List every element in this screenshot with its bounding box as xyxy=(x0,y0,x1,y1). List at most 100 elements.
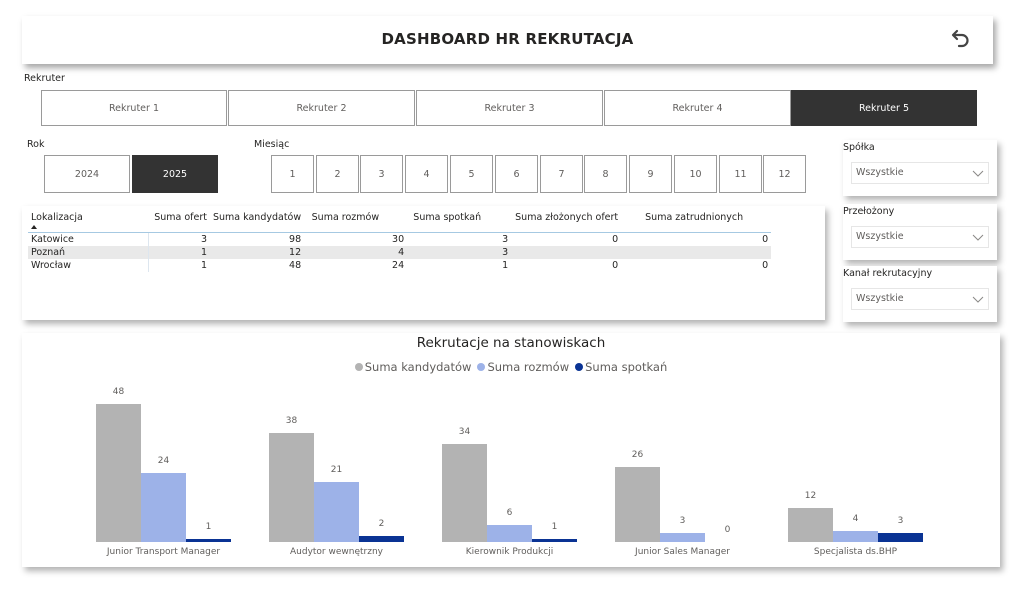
category-axis-label: Specjalista ds.BHP xyxy=(813,547,898,557)
cell-suma-zlozonych-ofert: 0 xyxy=(612,233,619,245)
column-header-suma-spotkan[interactable]: Suma spotkań xyxy=(407,210,512,233)
kanal-rekrutacyjny-value: Wszystkie xyxy=(856,293,904,304)
month-button-12[interactable]: 12 xyxy=(763,155,806,193)
month-button-4[interactable]: 4 xyxy=(405,155,448,193)
cell-suma-rozmow: 24 xyxy=(392,259,405,271)
table-row[interactable]: Poznań 1 12 4 3 xyxy=(28,245,772,259)
bar[interactable] xyxy=(186,539,231,542)
legend-dot-icon xyxy=(477,363,486,371)
legend-dot-icon xyxy=(354,363,363,371)
przelozony-dropdown[interactable]: Wszystkie xyxy=(851,226,989,248)
legend-item-suma-rozmow[interactable]: Suma rozmów xyxy=(477,360,569,374)
month-button-2[interactable]: 2 xyxy=(316,155,359,193)
kanal-rekrutacyjny-label: Kanał rekrutacyjny xyxy=(843,268,933,279)
cell-lokalizacja: Wrocław xyxy=(28,258,149,272)
bar-value-label: 48 xyxy=(112,387,125,397)
category-axis-label: Junior Sales Manager xyxy=(635,547,730,557)
bar[interactable] xyxy=(532,539,577,542)
table-header-row: Lokalizacja Suma ofert Suma kandydatów S… xyxy=(28,210,772,233)
bar-value-label: 2 xyxy=(378,519,385,530)
cell-suma-kandydatow: 48 xyxy=(289,259,302,271)
month-button-11[interactable]: 11 xyxy=(719,155,762,193)
location-summary-table: Lokalizacja Suma ofert Suma kandydatów S… xyxy=(22,206,825,320)
cell-suma-rozmow: 4 xyxy=(304,245,408,259)
cell-suma-spotkan: 1 xyxy=(502,259,509,271)
legend-item-suma-spotkan[interactable]: Suma spotkań xyxy=(575,360,667,374)
bar[interactable] xyxy=(269,432,314,542)
bar[interactable] xyxy=(878,533,923,542)
month-button-10[interactable]: 10 xyxy=(674,155,717,193)
bar[interactable] xyxy=(615,467,660,542)
column-header-suma-zatrudnionych[interactable]: Suma zatrudnionych xyxy=(621,210,772,233)
bar-value-label: 12 xyxy=(804,490,817,501)
column-header-lokalizacja[interactable]: Lokalizacja xyxy=(28,210,148,233)
chart-legend: Suma kandydatów Suma rozmów Suma spotkań xyxy=(22,360,1000,374)
bar[interactable] xyxy=(442,444,487,542)
data-table: Lokalizacja Suma ofert Suma kandydatów S… xyxy=(28,210,772,272)
column-header-suma-kandydatow[interactable]: Suma kandydatów xyxy=(210,210,305,233)
cell-suma-ofert: 1 xyxy=(200,259,207,271)
cell-suma-kandydatow: 98 xyxy=(289,233,302,245)
cell-suma-spotkan: 3 xyxy=(407,245,512,259)
bar[interactable] xyxy=(660,533,705,542)
legend-label: Suma kandydatów xyxy=(364,360,472,374)
chevron-down-icon xyxy=(972,296,984,303)
cell-suma-spotkan: 3 xyxy=(502,233,509,245)
bar[interactable] xyxy=(314,481,359,542)
spolka-dropdown[interactable]: Wszystkie xyxy=(851,162,989,184)
table-row[interactable]: Wrocław 1 48 24 1 0 0 xyxy=(28,258,771,272)
year-button-2024[interactable]: 2024 xyxy=(44,155,130,193)
miesiac-label: Miesiąc xyxy=(254,139,290,150)
bar-value-label: 38 xyxy=(285,415,298,426)
category-axis-label: Kierownik Produkcji xyxy=(465,547,554,557)
rekruter-button-3[interactable]: Rekruter 3 xyxy=(416,90,603,126)
month-button-3[interactable]: 3 xyxy=(360,155,403,193)
rekruter-button-5-selected[interactable]: Rekruter 5 xyxy=(791,90,977,126)
spolka-slicer: Spółka Wszystkie xyxy=(843,140,997,196)
rekruter-button-4[interactable]: Rekruter 4 xyxy=(604,90,791,126)
column-header-suma-rozmow[interactable]: Suma rozmów xyxy=(304,210,408,233)
legend-dot-icon xyxy=(575,363,584,371)
bar[interactable] xyxy=(487,524,532,542)
month-button-1[interactable]: 1 xyxy=(271,155,314,193)
chevron-down-icon xyxy=(972,170,984,177)
cell-suma-zatrudnionych: 0 xyxy=(762,259,769,271)
dashboard-header: DASHBOARD HR REKRUTACJA xyxy=(22,16,993,64)
przelozony-slicer: Przełożony Wszystkie xyxy=(843,204,997,260)
back-button[interactable] xyxy=(949,26,975,52)
rekruter-button-2[interactable]: Rekruter 2 xyxy=(228,90,415,126)
month-button-5[interactable]: 5 xyxy=(450,155,493,193)
przelozony-label: Przełożony xyxy=(843,206,895,217)
kanal-rekrutacyjny-dropdown[interactable]: Wszystkie xyxy=(851,288,989,310)
table-row[interactable]: Katowice 3 98 30 3 0 0 xyxy=(28,232,771,246)
bar-value-label: 0 xyxy=(724,525,731,535)
year-button-2025-selected[interactable]: 2025 xyxy=(132,155,218,193)
bar[interactable] xyxy=(833,530,878,542)
bar-value-label: 3 xyxy=(897,516,904,527)
bar-value-label: 3 xyxy=(679,516,686,527)
bar-value-label: 34 xyxy=(458,427,471,438)
month-button-9[interactable]: 9 xyxy=(629,155,672,193)
undo-arrow-icon xyxy=(951,29,969,48)
bar[interactable] xyxy=(96,404,141,542)
rok-label: Rok xyxy=(27,139,45,150)
bar-value-label: 21 xyxy=(330,464,343,475)
cell-lokalizacja: Katowice xyxy=(28,232,149,246)
month-button-8[interactable]: 8 xyxy=(584,155,627,193)
column-header-suma-zlozonych-ofert[interactable]: Suma złożonych ofert xyxy=(511,210,622,233)
month-button-6[interactable]: 6 xyxy=(495,155,538,193)
bar-value-label: 26 xyxy=(631,450,644,461)
bar[interactable] xyxy=(359,536,404,542)
legend-label: Suma rozmów xyxy=(487,360,570,374)
spolka-label: Spółka xyxy=(843,142,875,153)
category-axis-label: Junior Transport Manager xyxy=(106,547,221,557)
cell-suma-zlozonych-ofert xyxy=(511,245,622,259)
bar[interactable] xyxy=(788,507,833,542)
rekruter-button-1[interactable]: Rekruter 1 xyxy=(41,90,227,126)
legend-item-suma-kandydatow[interactable]: Suma kandydatów xyxy=(354,360,472,374)
column-header-suma-ofert[interactable]: Suma ofert xyxy=(148,210,210,233)
przelozony-value: Wszystkie xyxy=(856,231,904,242)
cell-suma-ofert: 1 xyxy=(148,245,210,259)
bar[interactable] xyxy=(141,473,186,542)
month-button-7[interactable]: 7 xyxy=(540,155,583,193)
